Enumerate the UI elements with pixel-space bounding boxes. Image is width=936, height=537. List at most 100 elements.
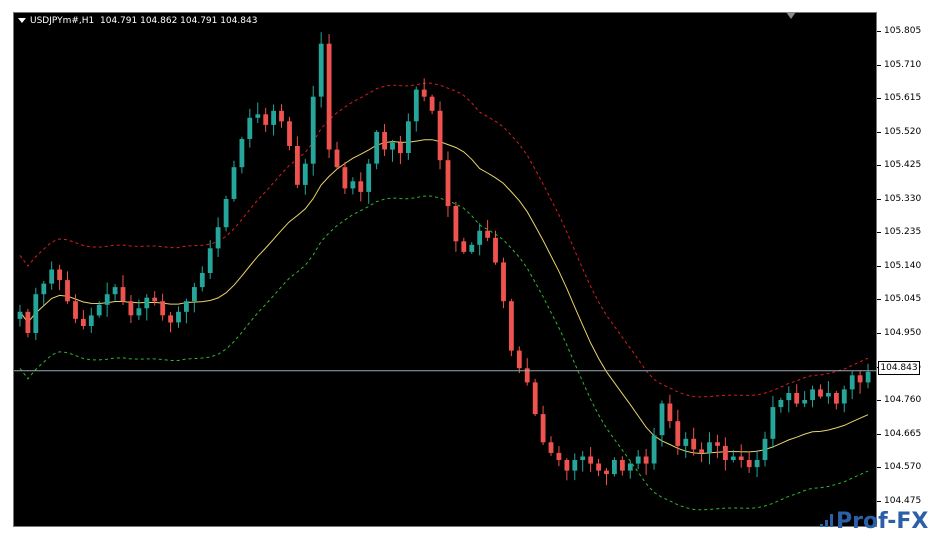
menu-triangle-icon[interactable]	[18, 18, 26, 23]
candle-body	[857, 375, 863, 383]
price-tick-mark	[877, 265, 881, 267]
candle-body	[136, 308, 142, 316]
candle-body	[612, 460, 617, 475]
candle-body	[580, 456, 586, 460]
candle	[255, 102, 261, 124]
candle-body	[786, 393, 792, 401]
candle	[104, 282, 110, 317]
price-tick-mark	[877, 131, 881, 133]
candle-body	[160, 301, 166, 316]
candle-body	[723, 445, 728, 460]
price-tick-label: 105.045	[884, 294, 922, 305]
candle-body	[849, 375, 855, 390]
candle-body	[17, 311, 23, 319]
candle	[445, 151, 451, 217]
candle	[572, 453, 578, 481]
candle	[516, 346, 522, 374]
candle-body	[572, 460, 578, 471]
candle	[469, 242, 475, 254]
candle	[207, 240, 213, 280]
candle-body	[802, 400, 808, 404]
candle	[223, 195, 229, 232]
candle	[239, 136, 245, 174]
candle	[826, 381, 831, 404]
candle	[596, 458, 601, 477]
candle	[302, 159, 308, 195]
price-tick-mark	[877, 467, 881, 469]
candle	[382, 123, 387, 157]
price-tick-label: 104.665	[884, 428, 922, 439]
price-tick-label: 105.235	[884, 227, 922, 238]
candle-body	[754, 460, 760, 468]
candle	[730, 450, 736, 463]
candle-body	[342, 167, 348, 189]
candle	[279, 104, 284, 128]
candle	[88, 307, 94, 333]
candle-body	[390, 142, 395, 150]
candle-body	[707, 442, 712, 453]
candle-body	[596, 463, 601, 471]
candle	[57, 264, 62, 291]
candle	[366, 159, 372, 204]
candle-body	[675, 421, 681, 446]
candle-body	[406, 121, 411, 153]
candle	[532, 378, 538, 416]
candle-body	[865, 371, 871, 383]
logo-text: Prof-FX	[836, 509, 928, 534]
candle-body	[310, 96, 316, 164]
candle-body	[524, 368, 530, 383]
candle	[643, 448, 649, 475]
candle	[413, 86, 419, 132]
candle-body	[699, 449, 704, 453]
candle-body	[453, 206, 459, 242]
candle	[675, 409, 681, 455]
candle-body	[176, 311, 181, 323]
candle-body	[334, 149, 340, 168]
candle-body	[667, 403, 673, 422]
candle	[485, 220, 490, 242]
candle-body	[279, 110, 284, 122]
price-tick-mark	[877, 433, 881, 435]
candle-body	[255, 114, 261, 118]
candle	[627, 461, 633, 479]
price-tick-mark	[877, 500, 881, 502]
candle	[762, 431, 768, 467]
candle	[199, 266, 205, 292]
candle	[81, 310, 86, 330]
candle	[707, 432, 712, 465]
candle-body	[65, 280, 70, 302]
candle-body	[826, 393, 831, 397]
candle	[723, 437, 728, 471]
candle	[738, 444, 744, 468]
candle-body	[215, 227, 221, 249]
candle	[453, 201, 459, 252]
candle	[326, 34, 332, 159]
prof-fx-logo: Prof-FX	[820, 509, 928, 534]
candle	[184, 298, 189, 324]
candle	[580, 451, 586, 472]
candle	[41, 281, 47, 306]
candle-body	[493, 237, 498, 263]
candle-body	[374, 131, 380, 164]
candle	[49, 261, 55, 290]
candle	[834, 390, 839, 410]
chart-shift-icon[interactable]	[786, 12, 796, 19]
candle	[509, 298, 514, 357]
candle	[849, 371, 855, 400]
price-axis[interactable]: 105.805 105.710 105.615 105.520 105.425 105.3…	[877, 12, 936, 527]
chart-canvas[interactable]	[13, 12, 877, 527]
symbol-name: USDJPYm#,H1	[30, 16, 95, 26]
candle	[120, 275, 126, 306]
candle	[295, 136, 300, 189]
candle-body	[33, 294, 39, 333]
candle-body	[184, 301, 189, 312]
candle-body	[326, 43, 332, 150]
price-tick-label: 105.330	[884, 193, 922, 204]
candle-body	[358, 181, 364, 192]
candle-body	[96, 304, 102, 316]
candle-body	[73, 301, 78, 319]
candle	[461, 237, 467, 255]
candle-body	[738, 456, 744, 460]
candle-body	[192, 287, 197, 302]
